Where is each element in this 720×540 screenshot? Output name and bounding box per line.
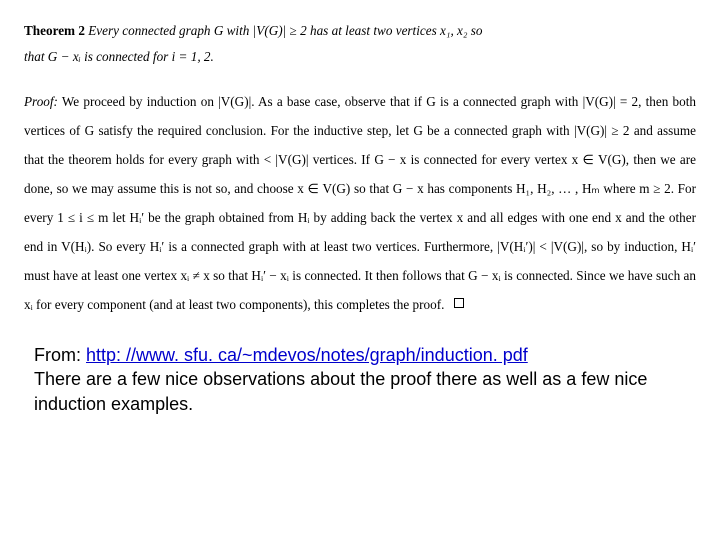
proof-body: We proceed by induction on |V(G)|. As a … <box>24 94 696 312</box>
qed-box-icon <box>454 298 464 308</box>
caption-from-label: From: <box>34 345 86 365</box>
proof-block: Proof: We proceed by induction on |V(G)|… <box>24 87 696 319</box>
theorem-label: Theorem 2 <box>24 23 85 38</box>
theorem-statement-2: that G − xᵢ is connected for i = 1, 2. <box>24 49 214 64</box>
caption-observation-text: There are a few nice observations about … <box>34 369 647 413</box>
proof-label: Proof: <box>24 94 58 109</box>
theorem-block: Theorem 2 Every connected graph G with |… <box>24 18 696 71</box>
caption-block: From: http: //www. sfu. ca/~mdevos/notes… <box>34 343 702 416</box>
theorem-statement-1: Every connected graph G with |V(G)| ≥ 2 … <box>88 23 482 38</box>
source-link[interactable]: http: //www. sfu. ca/~mdevos/notes/graph… <box>86 345 528 365</box>
document-page: Theorem 2 Every connected graph G with |… <box>0 0 720 329</box>
